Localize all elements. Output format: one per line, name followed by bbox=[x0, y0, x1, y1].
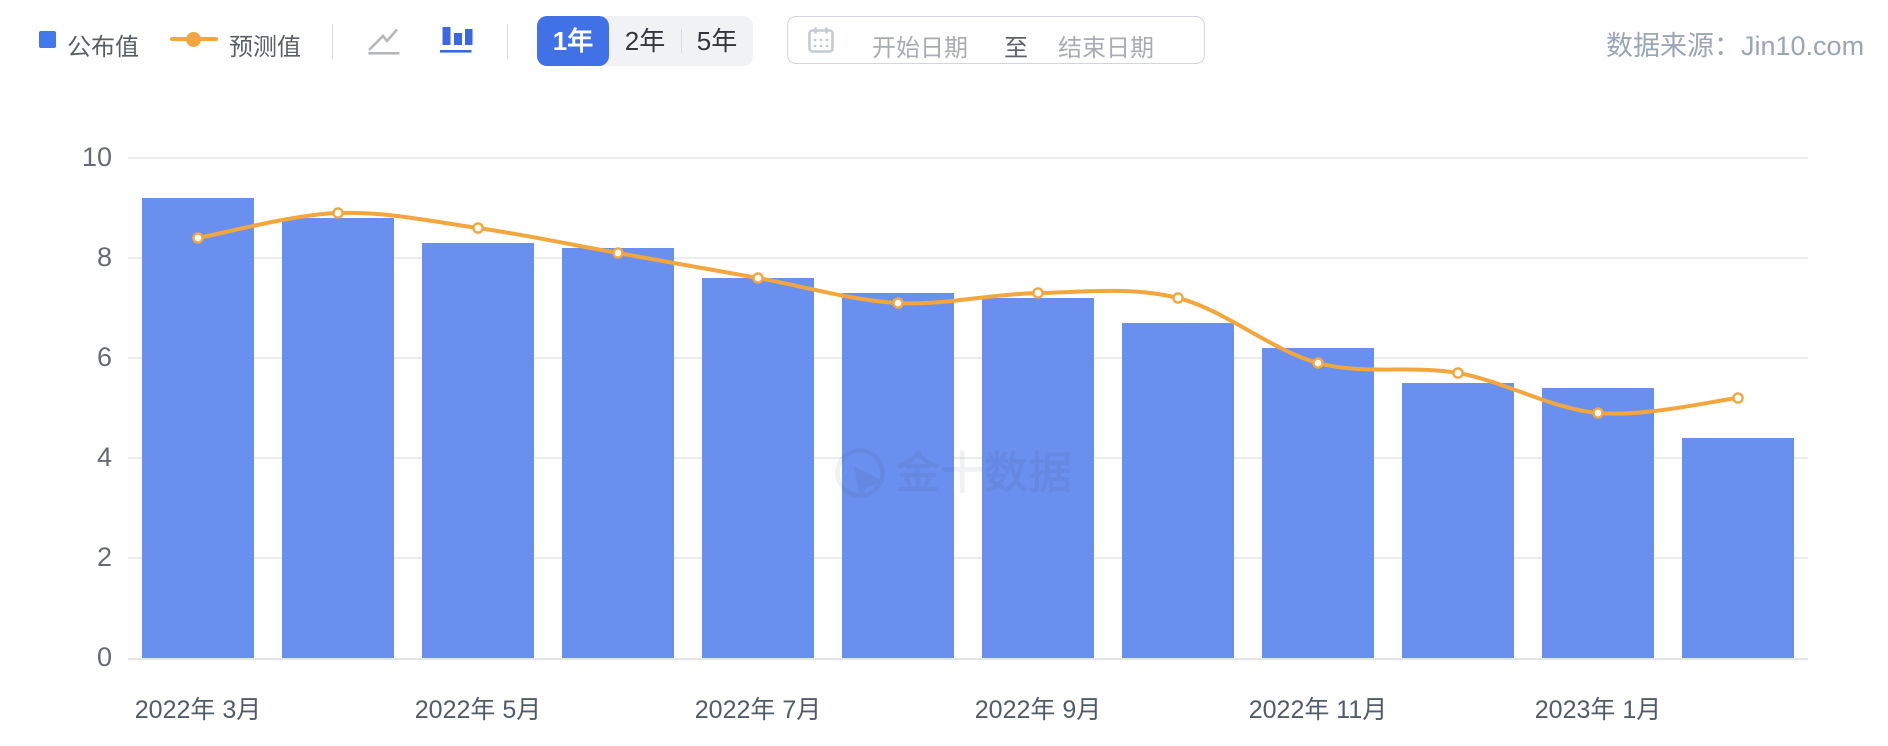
svg-text:10: 10 bbox=[82, 142, 112, 172]
svg-text:6: 6 bbox=[97, 342, 112, 372]
svg-text:2022年 5月: 2022年 5月 bbox=[415, 696, 541, 724]
svg-text:4: 4 bbox=[97, 442, 112, 472]
svg-text:8: 8 bbox=[97, 242, 112, 272]
svg-text:2022年 3月: 2022年 3月 bbox=[135, 696, 261, 724]
svg-text:2: 2 bbox=[97, 542, 112, 572]
svg-text:2022年 9月: 2022年 9月 bbox=[975, 696, 1101, 724]
svg-text:0: 0 bbox=[97, 642, 112, 672]
svg-text:金十数据: 金十数据 bbox=[895, 449, 1072, 498]
svg-text:2022年 7月: 2022年 7月 bbox=[695, 696, 821, 724]
svg-text:2022年 11月: 2022年 11月 bbox=[1249, 696, 1388, 724]
svg-text:2023年 1月: 2023年 1月 bbox=[1535, 696, 1661, 724]
